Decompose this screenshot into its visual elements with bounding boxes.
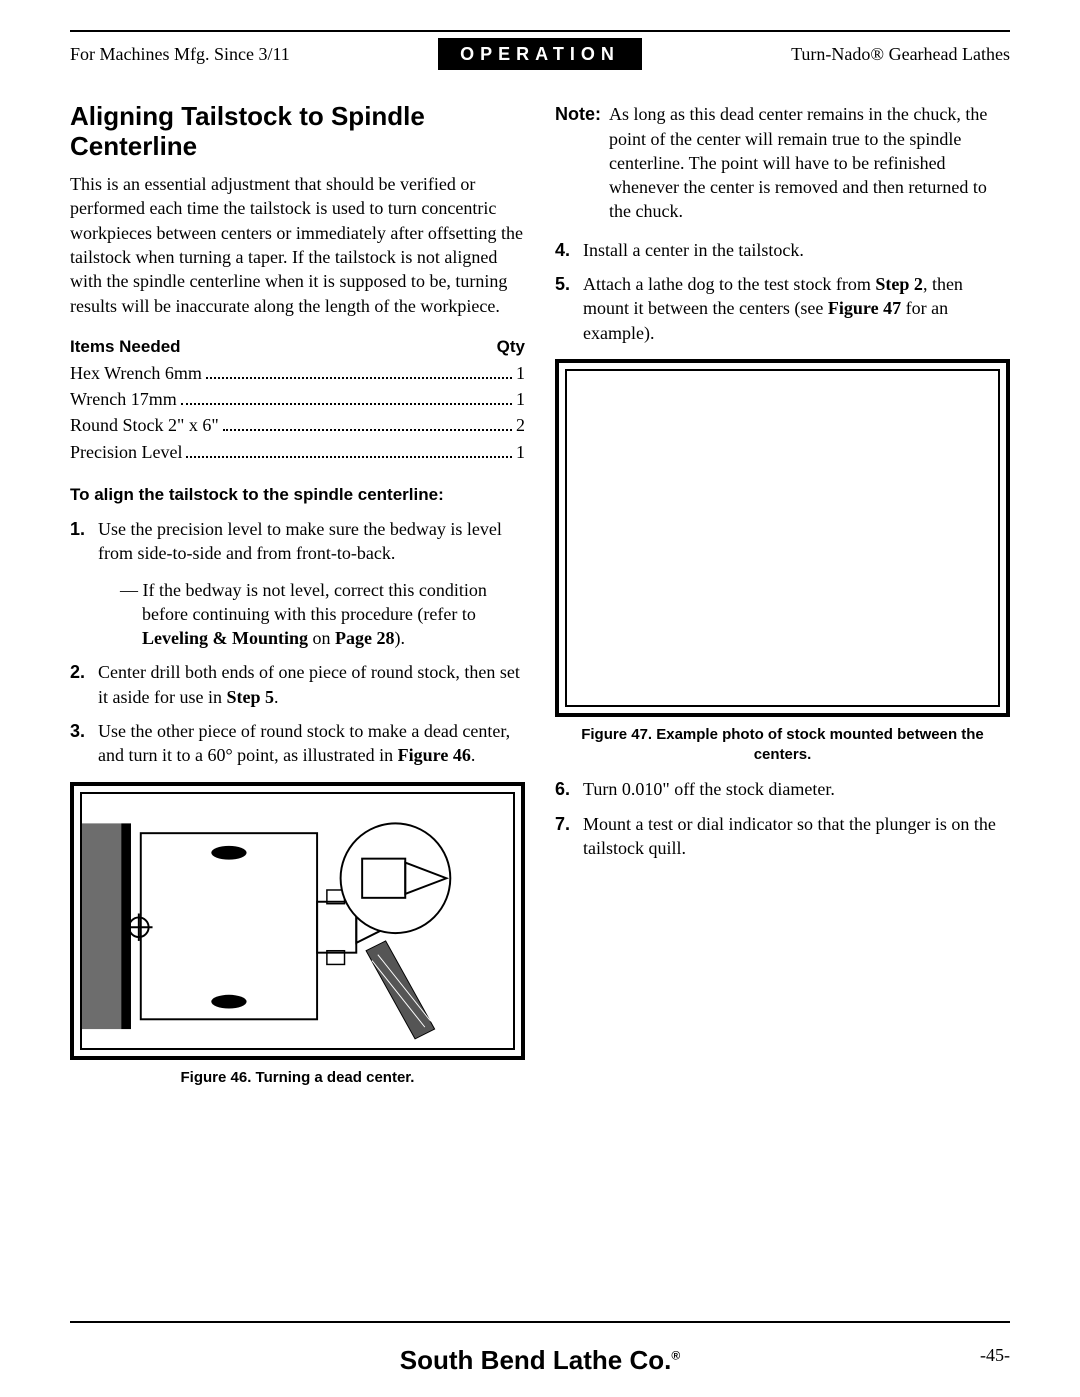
- header-section-badge: OPERATION: [438, 38, 642, 70]
- steps-right-2: 6. Turn 0.010" off the stock diameter. 7…: [555, 777, 1010, 860]
- steps-left: 1. Use the precision level to make sure …: [70, 517, 525, 768]
- step-5: 5. Attach a lathe dog to the test stock …: [555, 272, 1010, 345]
- step-number: 7.: [555, 812, 583, 861]
- rule-top: [70, 30, 1010, 32]
- step-sub: — If the bedway is not level, correct th…: [120, 578, 525, 651]
- items-needed-qty-label: Qty: [497, 336, 525, 359]
- rule-bottom: [70, 1321, 1010, 1323]
- step-sub-ref: Leveling & Mounting: [142, 628, 308, 648]
- item-row: Hex Wrench 6mm 1: [70, 361, 525, 385]
- item-dots: [181, 391, 512, 405]
- step-7: 7. Mount a test or dial indicator so tha…: [555, 812, 1010, 861]
- figure-47-photo-placeholder: [565, 369, 1000, 707]
- figure-46-box: [70, 782, 525, 1061]
- note-block: Note: As long as this dead center remain…: [555, 102, 1010, 223]
- dead-center-diagram-icon: [82, 794, 513, 1049]
- step-sub-text: on: [308, 628, 335, 648]
- step-number: 2.: [70, 660, 98, 709]
- step-body: Turn 0.010" off the stock diameter.: [583, 777, 1010, 801]
- item-qty: 2: [516, 413, 525, 437]
- step-body: Attach a lathe dog to the test stock fro…: [583, 272, 1010, 345]
- note-text: As long as this dead center remains in t…: [609, 102, 1010, 223]
- right-column: Note: As long as this dead center remain…: [555, 82, 1010, 1088]
- step-body: Use the other piece of round stock to ma…: [98, 719, 525, 768]
- item-dots: [186, 443, 512, 457]
- step-text: .: [471, 745, 476, 765]
- step-number: 5.: [555, 272, 583, 345]
- step-4: 4. Install a center in the tailstock.: [555, 238, 1010, 262]
- item-row: Round Stock 2" x 6" 2: [70, 413, 525, 437]
- step-text: Attach a lathe dog to the test stock fro…: [583, 274, 875, 294]
- step-body: Use the precision level to make sure the…: [98, 517, 525, 650]
- figure-ref: Figure 47: [828, 298, 901, 318]
- header-right: Turn-Nado® Gearhead Lathes: [642, 42, 1010, 66]
- step-number: 1.: [70, 517, 98, 650]
- step-sub-text: ).: [395, 628, 406, 648]
- content-columns: Aligning Tailstock to Spindle Centerline…: [70, 82, 1010, 1088]
- figure-47-box: [555, 359, 1010, 717]
- figure-46-illustration: [80, 792, 515, 1051]
- step-page-ref: Page 28: [335, 628, 394, 648]
- page-footer: South Bend Lathe Co.® -45-: [70, 1343, 1010, 1367]
- step-body: Mount a test or dial indicator so that t…: [583, 812, 1010, 861]
- step-body: Install a center in the tailstock.: [583, 238, 1010, 262]
- registered-icon: ®: [671, 1348, 680, 1362]
- step-3: 3. Use the other piece of round stock to…: [70, 719, 525, 768]
- step-number: 4.: [555, 238, 583, 262]
- figure-46-caption: Figure 46. Turning a dead center.: [70, 1068, 525, 1088]
- brand-name: South Bend Lathe Co.: [400, 1345, 672, 1375]
- item-dots: [223, 417, 512, 431]
- intro-paragraph: This is an essential adjustment that sho…: [70, 172, 525, 318]
- step-text: Center drill both ends of one piece of r…: [98, 662, 520, 706]
- item-label: Round Stock 2" x 6": [70, 413, 219, 437]
- section-title: Aligning Tailstock to Spindle Centerline: [70, 102, 525, 162]
- item-label: Wrench 17mm: [70, 387, 177, 411]
- items-needed-header: Items Needed Qty: [70, 336, 525, 359]
- step-sub-text: — If the bedway is not level, correct th…: [120, 580, 487, 624]
- step-text: .: [274, 687, 279, 707]
- figure-47-caption: Figure 47. Example photo of stock mounte…: [555, 725, 1010, 766]
- header-left: For Machines Mfg. Since 3/11: [70, 42, 438, 66]
- left-column: Aligning Tailstock to Spindle Centerline…: [70, 82, 525, 1088]
- items-needed-label: Items Needed: [70, 336, 181, 359]
- item-label: Precision Level: [70, 440, 182, 464]
- step-ref: Step 2: [875, 274, 923, 294]
- step-number: 3.: [70, 719, 98, 768]
- figure-ref: Figure 46: [398, 745, 471, 765]
- item-qty: 1: [516, 387, 525, 411]
- item-qty: 1: [516, 361, 525, 385]
- item-dots: [206, 364, 512, 378]
- step-number: 6.: [555, 777, 583, 801]
- item-label: Hex Wrench 6mm: [70, 361, 202, 385]
- page-header: For Machines Mfg. Since 3/11 OPERATION T…: [70, 38, 1010, 70]
- step-body: Center drill both ends of one piece of r…: [98, 660, 525, 709]
- step-text: Use the precision level to make sure the…: [98, 519, 502, 563]
- step-ref: Step 5: [226, 687, 274, 707]
- step-1: 1. Use the precision level to make sure …: [70, 517, 525, 650]
- note-label: Note:: [555, 102, 609, 223]
- step-6: 6. Turn 0.010" off the stock diameter.: [555, 777, 1010, 801]
- steps-right: 4. Install a center in the tailstock. 5.…: [555, 238, 1010, 345]
- item-row: Wrench 17mm 1: [70, 387, 525, 411]
- procedure-heading: To align the tailstock to the spindle ce…: [70, 484, 525, 507]
- item-qty: 1: [516, 440, 525, 464]
- page: For Machines Mfg. Since 3/11 OPERATION T…: [0, 0, 1080, 1397]
- step-2: 2. Center drill both ends of one piece o…: [70, 660, 525, 709]
- footer-brand: South Bend Lathe Co.®: [70, 1343, 1010, 1378]
- item-row: Precision Level 1: [70, 440, 525, 464]
